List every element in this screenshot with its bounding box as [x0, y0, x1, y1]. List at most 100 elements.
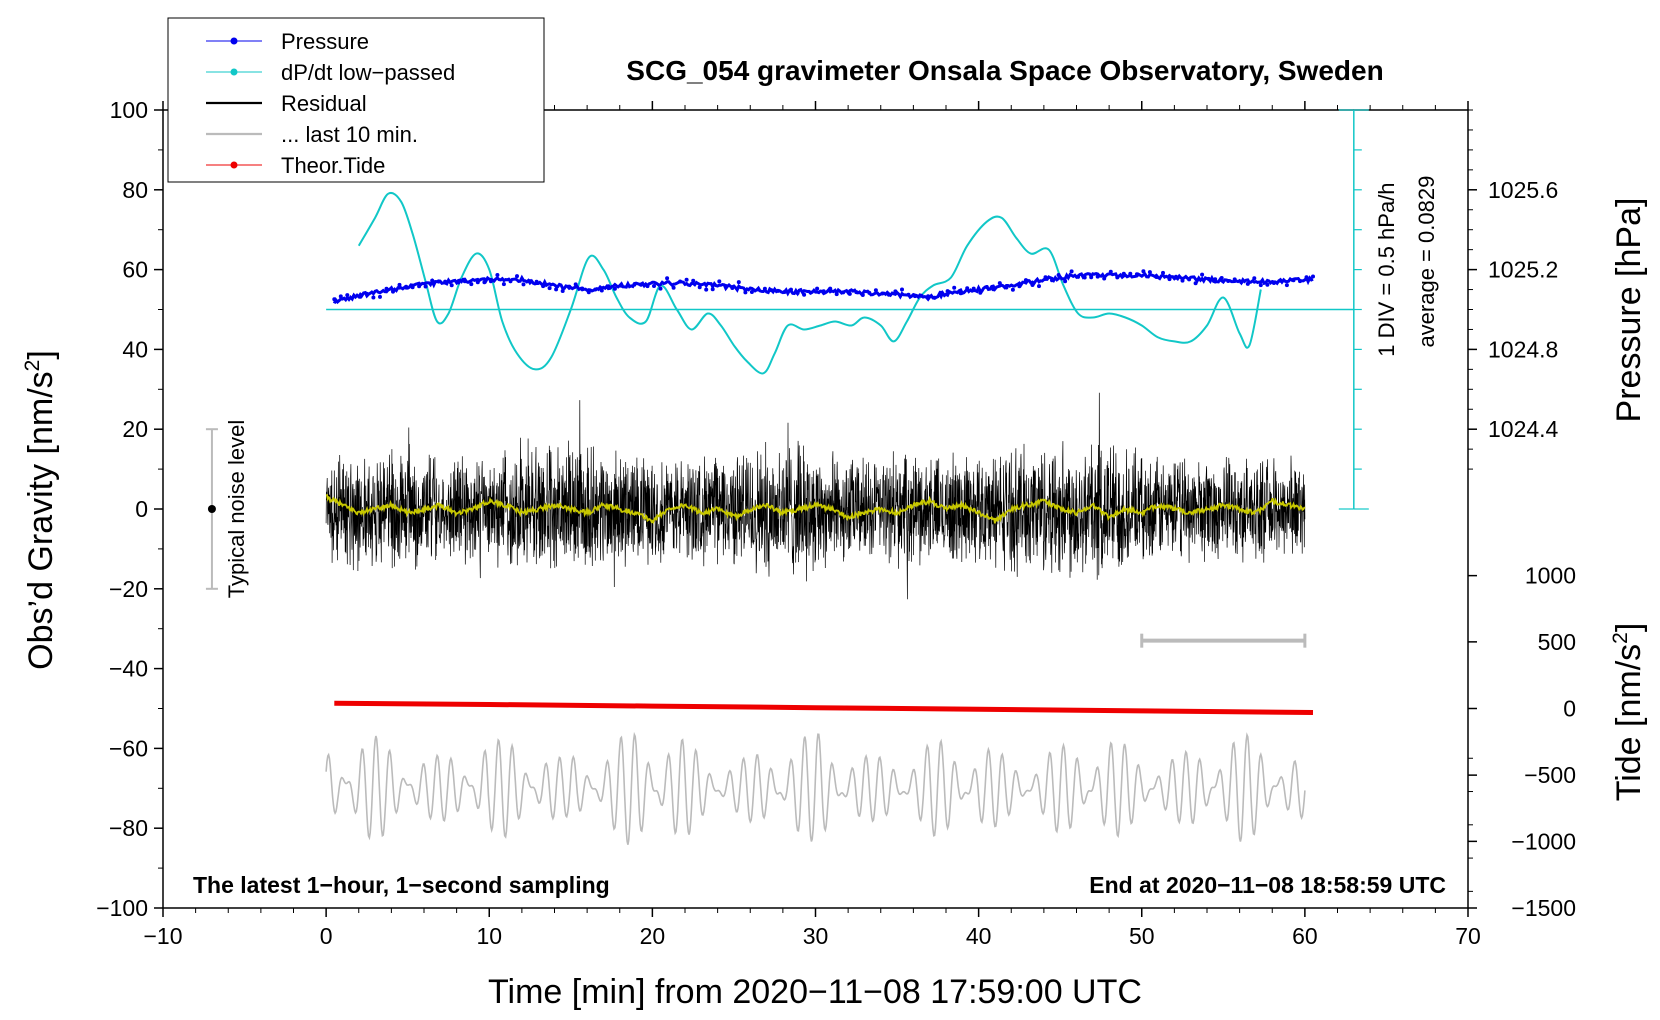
pressure-point [971, 286, 976, 291]
legend-label: dP/dt low−passed [281, 60, 455, 85]
pressure-point [952, 285, 957, 290]
pressure-point [521, 282, 526, 287]
pressure-point [847, 291, 852, 296]
pressure-point [1037, 284, 1041, 289]
dpdt-line [357, 191, 1262, 375]
pressure-point [580, 286, 585, 291]
pressure-point [1030, 283, 1035, 287]
pressure-point [1304, 275, 1309, 280]
pressure-point [397, 282, 402, 287]
pressure-point [1291, 278, 1296, 283]
y-tick-label: −80 [109, 815, 148, 841]
y-tick-label: 100 [110, 97, 148, 123]
pressure-point [691, 278, 696, 283]
pressure-point [723, 284, 728, 288]
pressure-point [1219, 276, 1224, 280]
y-axis-title-pressure: Pressure [hPa] [1610, 198, 1648, 423]
y-tick-label: 60 [122, 257, 148, 283]
pressure-point [880, 291, 885, 296]
pressure-point [815, 286, 820, 291]
annotations: 1 DIV = 0.5 hPa/h average = 0.0829 Typical… [205, 109, 1439, 648]
x-tick-label: 60 [1292, 923, 1318, 949]
pressure-point [1102, 276, 1107, 281]
pressure-point [1128, 271, 1133, 276]
y-tick-label: 80 [122, 177, 148, 203]
pressure-point [965, 286, 970, 291]
y-tick-label: 20 [122, 416, 148, 442]
pressure-point [1265, 282, 1270, 287]
pressure-point [789, 287, 793, 292]
pressure-point [984, 285, 989, 289]
pressure-point [1069, 269, 1074, 274]
pressure-point [762, 286, 767, 291]
pressure-point [841, 290, 846, 295]
tide-tick-label: −1500 [1511, 895, 1576, 921]
pressure-point [926, 294, 931, 299]
pressure-point [639, 282, 643, 287]
pressure-point [482, 280, 487, 285]
legend-marker [230, 68, 238, 76]
pressure-point [423, 284, 428, 289]
pressure-point [958, 291, 963, 296]
y-tick-label: 0 [135, 496, 148, 522]
pressure-point [1154, 275, 1159, 279]
pressure-point [1298, 279, 1302, 284]
footer-right: End at 2020−11−08 18:58:59 UTC [1089, 872, 1446, 898]
last-10-min-line [325, 731, 1306, 845]
pressure-point [364, 291, 369, 296]
y-axis-title-tide-sup: 2 [1609, 632, 1632, 644]
legend-marker [230, 161, 238, 169]
pressure-point [782, 290, 787, 294]
pressure-point [1023, 278, 1028, 283]
pressure-point [358, 294, 363, 299]
x-axis-title: Time [min] from 2020−11−08 17:59:00 UTC [488, 973, 1142, 1011]
pressure-point [547, 286, 552, 291]
pressure-point [1076, 274, 1081, 279]
x-tick-label: −10 [143, 923, 182, 949]
pressure-line [332, 272, 1314, 305]
pressure-point [919, 293, 924, 298]
legend-label: ... last 10 min. [281, 122, 418, 147]
pressure-point [449, 283, 454, 288]
pressure-point [645, 284, 650, 289]
pressure-point [1258, 283, 1263, 288]
pressure-point [475, 280, 480, 285]
x-tick-label: 70 [1455, 923, 1481, 949]
pressure-point [1180, 278, 1185, 283]
y-axis-title-left-close: ] [22, 350, 60, 359]
pressure-point [606, 284, 611, 289]
pressure-point [704, 287, 709, 292]
pressure-point [1206, 276, 1211, 281]
pressure-point [1095, 274, 1100, 279]
chart-title: SCG_054 gravimeter Onsala Space Observat… [626, 55, 1383, 86]
pressure-point [495, 273, 500, 277]
pressure-point [1167, 277, 1172, 282]
pressure-point [991, 287, 996, 292]
pressure-point [893, 289, 898, 294]
pressure-point [456, 280, 461, 285]
pressure-point [378, 294, 382, 299]
pressure-point [900, 287, 904, 292]
tide-tick-label: 1000 [1525, 563, 1576, 589]
pressure-point [1226, 279, 1231, 283]
pressure-point [404, 284, 409, 289]
pressure-point [756, 287, 761, 292]
pressure-point [808, 290, 813, 295]
noise-level-label: Typical noise level [224, 420, 249, 599]
pressure-point [1284, 283, 1289, 288]
pressure-point [854, 290, 859, 295]
tide-tick-label: 500 [1538, 629, 1576, 655]
pressure-point [828, 286, 833, 291]
legend-label: Theor.Tide [281, 153, 385, 178]
pressure-point [1050, 278, 1054, 283]
pressure-point [560, 289, 565, 293]
pressure-point [1174, 274, 1178, 279]
pressure-point [1161, 270, 1165, 275]
dpdt-average-label: average = 0.0829 [1414, 176, 1439, 348]
pressure-point [1010, 287, 1015, 292]
pressure-point [730, 286, 735, 290]
pressure-point [652, 284, 656, 288]
pressure-tick-label: 1025.6 [1488, 177, 1558, 203]
theor-tide-line [334, 700, 1314, 715]
